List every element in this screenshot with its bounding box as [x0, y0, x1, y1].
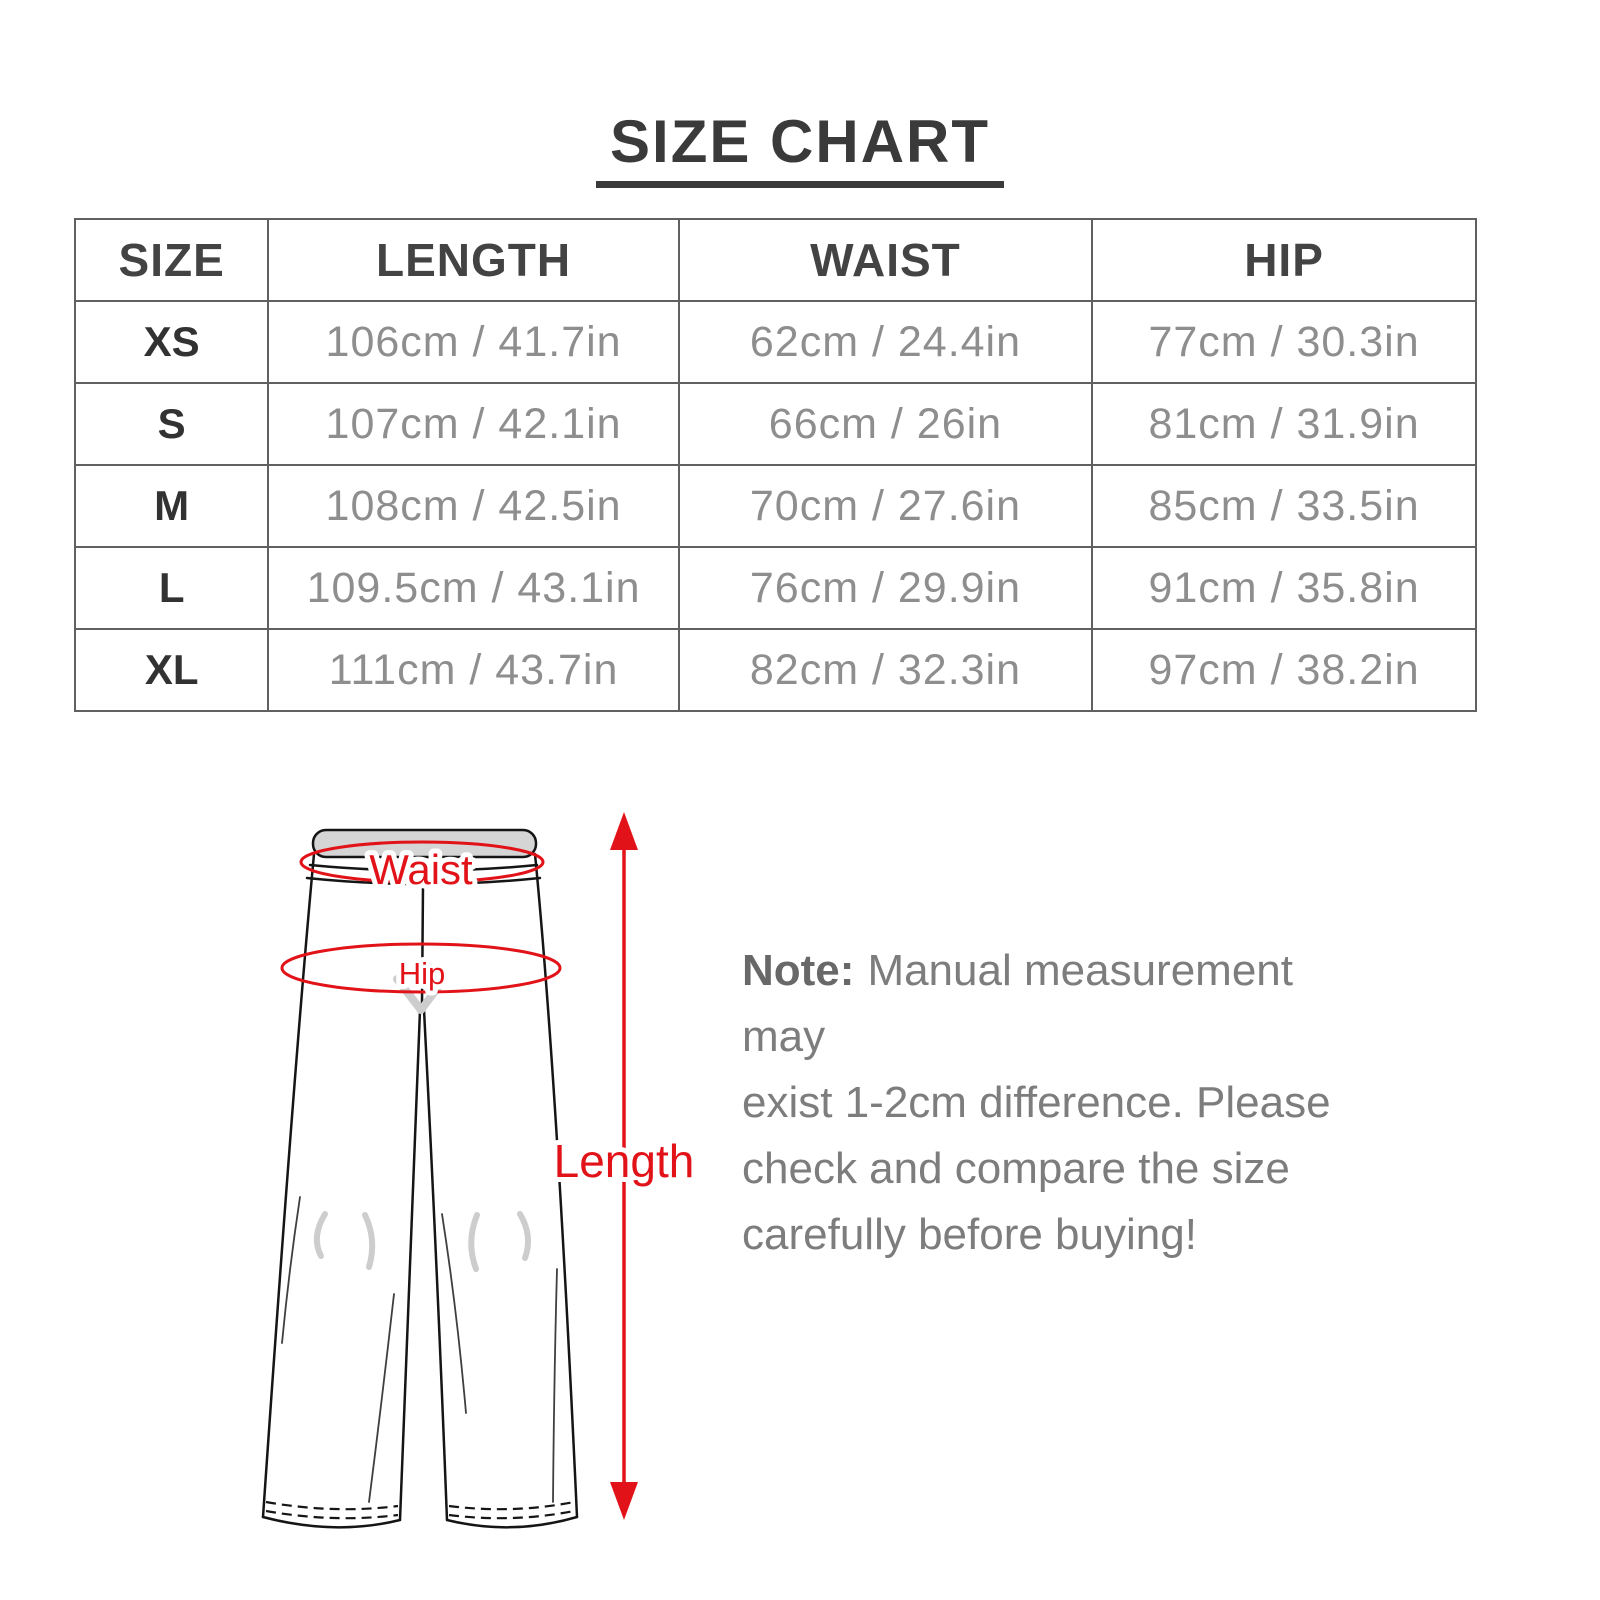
hip-value: 77cm / 30.3in [1091, 300, 1477, 384]
table-header-row: SIZE LENGTH WAIST HIP [73, 218, 1477, 302]
length-value: 108cm / 42.5in [267, 464, 680, 548]
crease-lines [281, 1196, 558, 1503]
size-chart-table: SIZE LENGTH WAIST HIP XS 106cm / 41.7in … [73, 218, 1477, 712]
waist-measure-ellipse [299, 840, 545, 884]
length-arrow-icon [610, 812, 638, 1520]
table-row: M 108cm / 42.5in 70cm / 27.6in 85cm / 33… [73, 464, 1477, 548]
waist-value: 66cm / 26in [677, 382, 1094, 466]
size-label: L [73, 546, 270, 630]
header: SIZE CHART [0, 112, 1600, 188]
note-line: Note: Manual measurement may [742, 938, 1382, 1070]
fabric-shading [313, 975, 532, 1272]
size-label: XS [73, 300, 270, 384]
table-row: XL 111cm / 43.7in 82cm / 32.3in 97cm / 3… [73, 628, 1477, 712]
table-row: L 109.5cm / 43.1in 76cm / 29.9in 91cm / … [73, 546, 1477, 630]
waist-value: 76cm / 29.9in [677, 546, 1094, 630]
measurement-note: Note: Manual measurement may exist 1-2cm … [742, 938, 1382, 1268]
size-label: XL [73, 628, 270, 712]
note-line: carefully before buying! [742, 1210, 1197, 1259]
table-row: XS 106cm / 41.7in 62cm / 24.4in 77cm / 3… [73, 300, 1477, 384]
table-row: S 107cm / 42.1in 66cm / 26in 81cm / 31.9… [73, 382, 1477, 466]
length-value: 107cm / 42.1in [267, 382, 680, 466]
column-header-size: SIZE [73, 218, 270, 302]
hip-label: Hip [399, 956, 446, 991]
note-line: exist 1-2cm difference. Please [742, 1078, 1331, 1127]
length-value: 109.5cm / 43.1in [267, 546, 680, 630]
column-header-waist: WAIST [677, 218, 1094, 302]
column-header-hip: HIP [1091, 218, 1477, 302]
waist-value: 62cm / 24.4in [677, 300, 1094, 384]
waist-value: 70cm / 27.6in [677, 464, 1094, 548]
hip-measure-ellipse [280, 942, 562, 994]
size-label: M [73, 464, 270, 548]
size-label: S [73, 382, 270, 466]
length-value: 111cm / 43.7in [267, 628, 680, 712]
pants-outline [261, 852, 579, 1529]
note-text: Manual measurement may [742, 946, 1293, 1061]
hem-stitching [265, 1500, 575, 1520]
hip-value: 85cm / 33.5in [1091, 464, 1477, 548]
waist-value: 82cm / 32.3in [677, 628, 1094, 712]
hip-value: 97cm / 38.2in [1091, 628, 1477, 712]
page-title: SIZE CHART [596, 112, 1004, 188]
note-line: check and compare the size [742, 1144, 1290, 1193]
length-label: Length [554, 1135, 695, 1187]
length-value: 106cm / 41.7in [267, 300, 680, 384]
waist-label: Waist [369, 846, 473, 893]
pants-measurement-diagram: Waist Hip Length [261, 812, 699, 1529]
note-label: Note: [742, 946, 855, 995]
column-header-length: LENGTH [267, 218, 680, 302]
hip-value: 81cm / 31.9in [1091, 382, 1477, 466]
hip-value: 91cm / 35.8in [1091, 546, 1477, 630]
